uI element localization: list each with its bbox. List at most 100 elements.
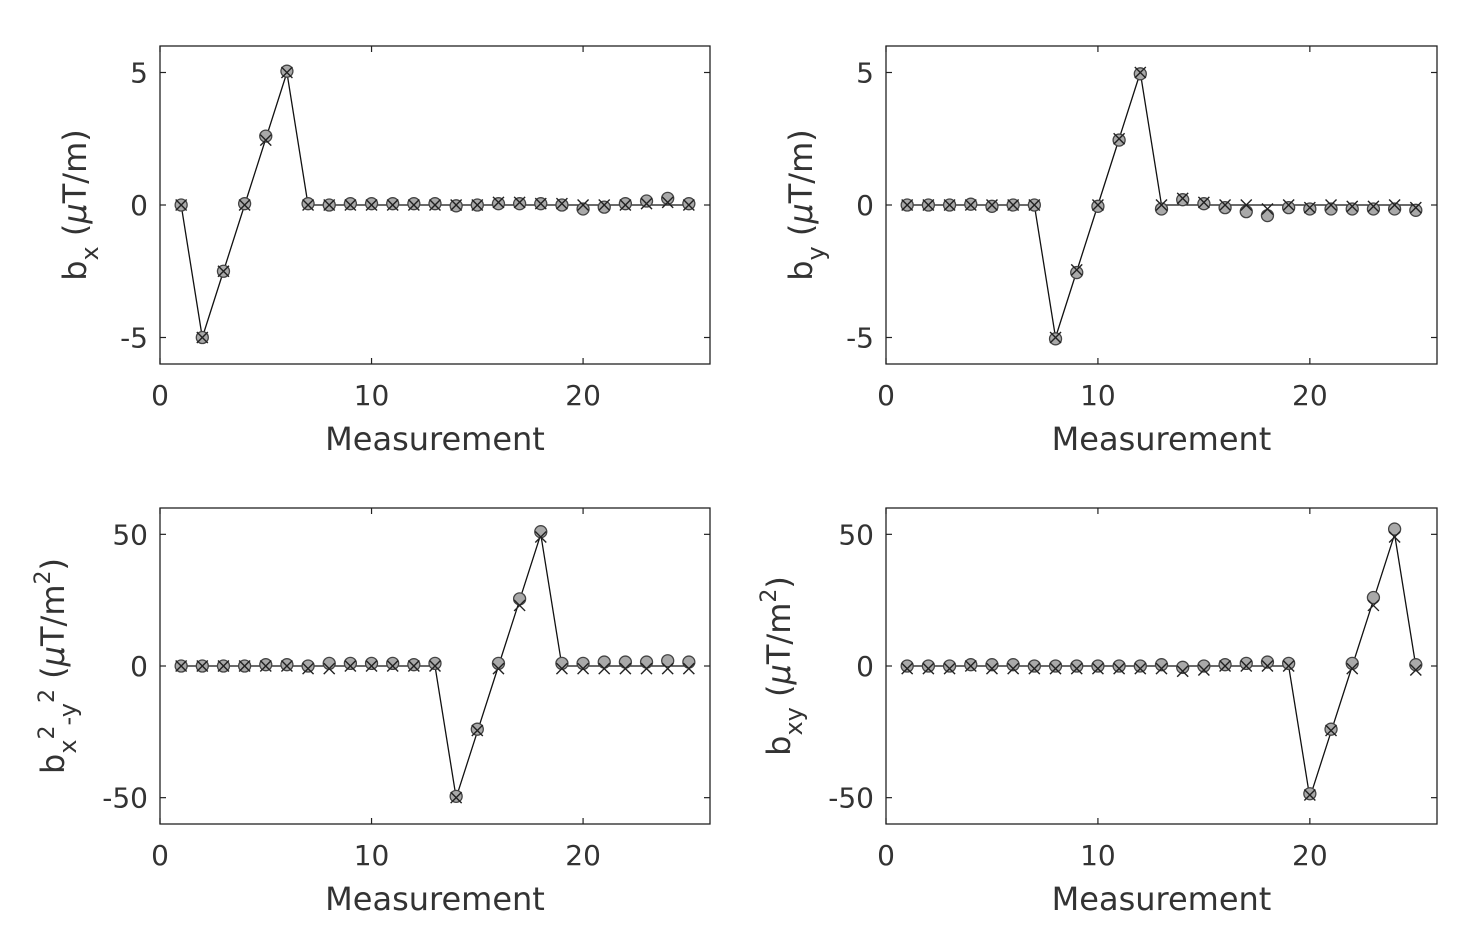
measured-point bbox=[428, 656, 442, 671]
x-marker-stroke bbox=[1325, 199, 1338, 211]
measured-point bbox=[1176, 660, 1190, 674]
measured-point bbox=[942, 659, 957, 673]
x-marker-point bbox=[1134, 662, 1147, 675]
x-marker-stroke bbox=[534, 197, 547, 210]
x-marker-point bbox=[429, 660, 441, 672]
x-marker-point bbox=[323, 662, 336, 675]
x-marker-point bbox=[513, 599, 526, 612]
x-marker-stroke bbox=[555, 662, 568, 675]
x-marker-point bbox=[386, 660, 399, 672]
x-marker-stroke bbox=[640, 197, 653, 210]
measured-point bbox=[1218, 658, 1232, 672]
x-tick-label: 0 bbox=[151, 379, 169, 412]
x-marker-point bbox=[534, 530, 547, 543]
x-tick-label: 10 bbox=[354, 839, 390, 872]
x-marker-stroke bbox=[943, 662, 956, 675]
x-marker-point bbox=[1409, 201, 1422, 214]
x-marker-stroke bbox=[1261, 660, 1274, 672]
x-marker-stroke bbox=[407, 660, 420, 672]
x-marker-point bbox=[471, 724, 484, 737]
measured-point bbox=[386, 197, 400, 211]
measured-point bbox=[343, 656, 358, 671]
x-marker-point bbox=[922, 662, 935, 675]
x-marker-stroke bbox=[1091, 662, 1104, 675]
y-axis-label: bx2-y2 (μT/m2) bbox=[31, 558, 82, 774]
y-label-sup2: 2 bbox=[35, 689, 60, 703]
x-marker-point bbox=[302, 199, 315, 211]
x-marker-stroke bbox=[1346, 662, 1359, 675]
measured-point bbox=[618, 655, 633, 669]
x-tick-label: 10 bbox=[1080, 379, 1116, 412]
x-marker-point bbox=[1388, 199, 1401, 211]
measured-point bbox=[491, 197, 506, 211]
y-label-paren-open: ( bbox=[782, 224, 820, 247]
x-marker-point bbox=[407, 199, 420, 211]
x-marker-point bbox=[640, 662, 653, 675]
measured-point bbox=[470, 722, 484, 736]
x-marker-stroke bbox=[429, 199, 441, 211]
measured-point bbox=[301, 197, 315, 211]
x-marker-stroke bbox=[513, 196, 526, 209]
measured-point bbox=[1282, 656, 1296, 671]
measured-point bbox=[964, 658, 978, 672]
measured-point bbox=[1260, 655, 1275, 669]
x-marker-stroke bbox=[619, 199, 632, 211]
y-label-sub: x bbox=[54, 739, 82, 753]
measured-point bbox=[1197, 197, 1211, 211]
y-tick-label: 0 bbox=[130, 650, 148, 683]
measured-point bbox=[576, 202, 590, 216]
x-marker-stroke bbox=[1113, 132, 1126, 145]
x-marker-stroke bbox=[429, 660, 441, 672]
x-marker-stroke bbox=[1134, 66, 1147, 79]
y-label-paren-close: ) bbox=[760, 576, 798, 588]
measured-point bbox=[301, 659, 315, 673]
measured-point bbox=[407, 197, 421, 211]
y-tick-label: 0 bbox=[856, 650, 874, 683]
x-marker-stroke bbox=[302, 662, 315, 675]
y-label-unit-sup: 2 bbox=[757, 589, 782, 603]
x-marker-point bbox=[964, 660, 977, 672]
x-marker-point bbox=[1282, 199, 1295, 211]
measured-point bbox=[1387, 202, 1402, 216]
x-marker-stroke bbox=[1261, 202, 1274, 215]
x-marker-point bbox=[1282, 660, 1295, 672]
measured-point bbox=[1197, 659, 1211, 673]
x-marker-stroke bbox=[365, 660, 378, 672]
x-marker-point bbox=[1240, 199, 1253, 211]
measured-point bbox=[1006, 658, 1020, 672]
x-marker-stroke bbox=[280, 660, 293, 672]
measured-point bbox=[661, 654, 675, 668]
x-marker-point bbox=[302, 662, 315, 675]
y-tick-label: 0 bbox=[856, 189, 874, 222]
measured-point bbox=[682, 197, 696, 211]
x-marker-point bbox=[450, 791, 463, 804]
y-label-mu: μ bbox=[56, 203, 94, 224]
measured-point bbox=[259, 129, 273, 143]
measured-point bbox=[555, 656, 569, 671]
x-marker-point bbox=[323, 199, 336, 211]
x-marker-stroke bbox=[196, 660, 209, 672]
x-marker-point bbox=[196, 331, 209, 344]
measured-point bbox=[985, 658, 999, 672]
y-label-paren-open: ( bbox=[56, 224, 94, 247]
y-label-base: b bbox=[34, 754, 72, 774]
measured-point bbox=[1366, 590, 1381, 605]
measured-point bbox=[512, 197, 527, 211]
x-marker-point bbox=[555, 662, 568, 675]
x-marker-point bbox=[492, 662, 505, 675]
measured-point bbox=[280, 64, 294, 78]
x-marker-stroke bbox=[1219, 199, 1232, 211]
x-marker-stroke bbox=[492, 196, 505, 209]
y-axis-label: bx (μT/m) bbox=[56, 129, 104, 281]
x-marker-stroke bbox=[1409, 201, 1422, 214]
measured-point bbox=[407, 658, 421, 672]
y-label-sub: y bbox=[802, 246, 830, 260]
x-axis-label: Measurement bbox=[325, 880, 545, 918]
x-tick-label: 20 bbox=[565, 839, 601, 872]
x-marker-stroke bbox=[619, 662, 632, 675]
y-tick-label: 50 bbox=[112, 518, 148, 551]
y-label-sup: 2 bbox=[35, 725, 60, 739]
x-marker-point bbox=[1155, 662, 1168, 675]
x-marker-point bbox=[1346, 200, 1359, 213]
